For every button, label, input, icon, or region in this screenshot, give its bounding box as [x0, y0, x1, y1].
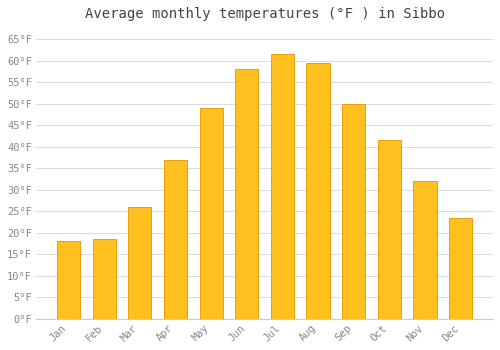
Title: Average monthly temperatures (°F ) in Sibbo: Average monthly temperatures (°F ) in Si… — [84, 7, 444, 21]
Bar — [306, 63, 330, 318]
Bar — [92, 239, 116, 318]
Bar — [235, 69, 258, 318]
Bar — [200, 108, 222, 319]
Bar — [449, 218, 472, 318]
Bar — [378, 140, 401, 318]
Bar — [414, 181, 436, 318]
Bar — [342, 104, 365, 318]
Bar — [271, 54, 294, 318]
Bar — [57, 241, 80, 318]
Bar — [128, 207, 152, 318]
Bar — [164, 160, 187, 318]
